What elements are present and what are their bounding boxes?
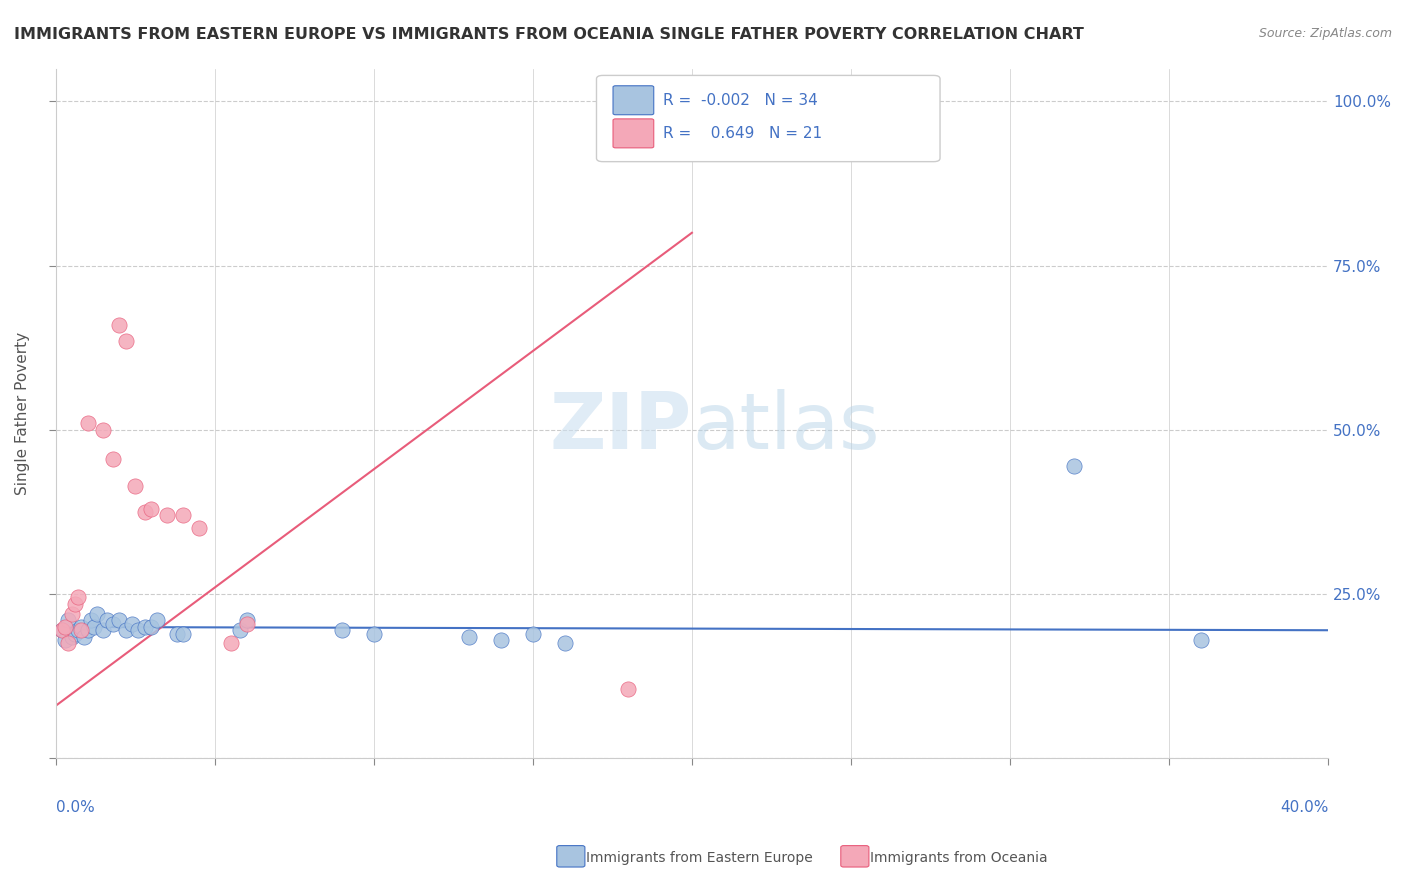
Point <box>187 521 209 535</box>
Text: atlas: atlas <box>692 389 879 466</box>
Point <box>108 318 131 332</box>
Point <box>114 334 136 348</box>
Point <box>66 624 89 638</box>
Point <box>330 624 353 638</box>
Point <box>1063 458 1085 473</box>
Point <box>70 624 93 638</box>
Point <box>86 607 108 621</box>
Point <box>93 423 115 437</box>
Point <box>1189 633 1212 648</box>
Point <box>522 626 544 640</box>
Point <box>617 682 640 697</box>
Point <box>53 620 76 634</box>
Text: Source: ZipAtlas.com: Source: ZipAtlas.com <box>1258 27 1392 40</box>
Point <box>58 636 80 650</box>
Point <box>83 620 105 634</box>
Point <box>66 591 89 605</box>
Point <box>101 452 124 467</box>
Point <box>134 505 156 519</box>
FancyBboxPatch shape <box>613 86 654 115</box>
Text: 40.0%: 40.0% <box>1279 800 1329 814</box>
Point <box>70 620 93 634</box>
Point <box>363 626 385 640</box>
Point <box>73 630 96 644</box>
Point <box>219 636 242 650</box>
Text: 0.0%: 0.0% <box>56 800 94 814</box>
Point <box>79 613 101 627</box>
Point <box>146 613 169 627</box>
Text: R =    0.649   N = 21: R = 0.649 N = 21 <box>662 126 821 141</box>
Point <box>51 624 73 638</box>
FancyBboxPatch shape <box>596 76 941 161</box>
Point <box>229 624 252 638</box>
Point <box>76 417 98 431</box>
Point <box>134 620 156 634</box>
Point <box>96 613 118 627</box>
Point <box>124 479 146 493</box>
Point <box>114 624 136 638</box>
Point <box>53 633 76 648</box>
Y-axis label: Single Father Poverty: Single Father Poverty <box>15 332 30 495</box>
Point <box>60 630 83 644</box>
Point <box>93 624 115 638</box>
Point <box>489 633 512 648</box>
Point <box>139 501 162 516</box>
Text: Immigrants from Eastern Europe: Immigrants from Eastern Europe <box>586 851 813 865</box>
Text: IMMIGRANTS FROM EASTERN EUROPE VS IMMIGRANTS FROM OCEANIA SINGLE FATHER POVERTY : IMMIGRANTS FROM EASTERN EUROPE VS IMMIGR… <box>14 27 1084 42</box>
Point <box>121 616 143 631</box>
Point <box>156 508 179 523</box>
Point <box>63 626 86 640</box>
Point <box>60 607 83 621</box>
Point <box>58 613 80 627</box>
Point <box>166 626 188 640</box>
Point <box>51 624 73 638</box>
Point <box>554 636 576 650</box>
Point <box>235 613 257 627</box>
Point <box>63 597 86 611</box>
Point <box>139 620 162 634</box>
Point <box>235 616 257 631</box>
Point <box>458 630 481 644</box>
Text: Immigrants from Oceania: Immigrants from Oceania <box>870 851 1047 865</box>
Point <box>127 624 149 638</box>
FancyBboxPatch shape <box>613 119 654 148</box>
Text: ZIP: ZIP <box>550 389 692 466</box>
Point <box>108 613 131 627</box>
Text: R =  -0.002   N = 34: R = -0.002 N = 34 <box>662 93 817 108</box>
Point <box>172 626 194 640</box>
Point <box>101 616 124 631</box>
Point <box>76 624 98 638</box>
Point <box>172 508 194 523</box>
